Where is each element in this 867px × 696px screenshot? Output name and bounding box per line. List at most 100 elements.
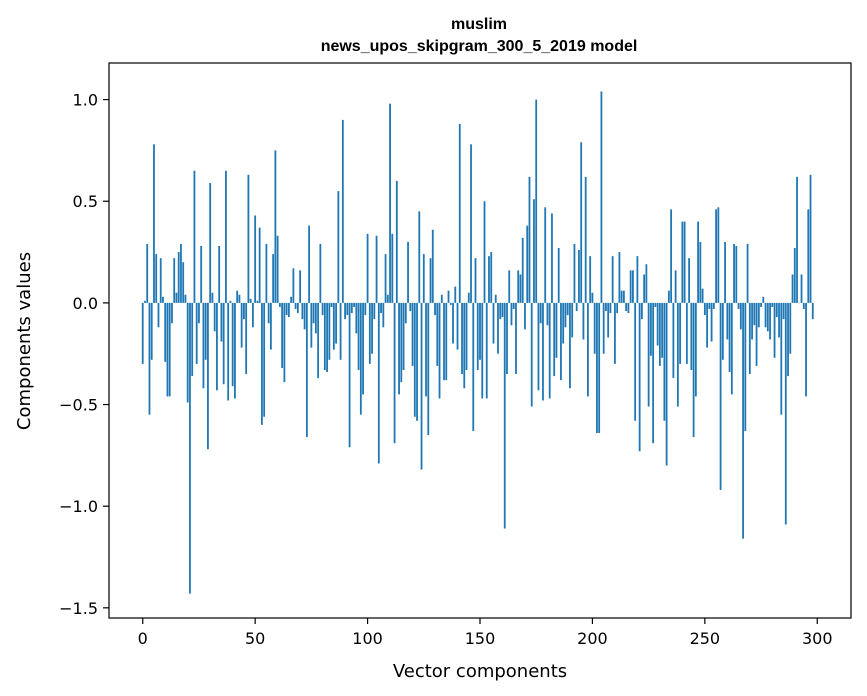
bar [811,302,814,320]
bar [168,302,171,397]
bar [746,243,749,303]
bar [384,254,387,303]
bar [555,302,558,358]
plot-frame [108,62,852,619]
bar [375,235,378,303]
bar [222,302,225,385]
bar [609,302,612,314]
bar [339,302,342,360]
bar [546,302,549,326]
bar [733,243,735,303]
bar [231,302,234,387]
bar [227,302,230,401]
bar [175,292,178,303]
bar [218,245,221,303]
bar [330,302,333,307]
bar [263,302,266,417]
bar [584,176,587,303]
bar [571,302,574,338]
bar [193,170,196,303]
bar [524,302,526,330]
bar [350,302,353,314]
bar [440,294,443,303]
bar [766,302,769,332]
bar [141,302,144,364]
bar [627,302,630,314]
bar [254,215,257,303]
bar [472,302,475,431]
bar [267,302,270,324]
bar [692,302,695,438]
bar [780,302,783,415]
bar [663,302,666,421]
bar [618,252,621,303]
y-tick-label: 0.0 [73,294,98,313]
bar [357,302,360,370]
bar [665,302,668,466]
y-axis-ticks: −1.5 −1.0 −0.5 0.0 0.5 1.0 [59,91,109,618]
x-axis-label: Vector components [393,661,567,682]
bar [784,302,787,525]
bar [454,286,457,303]
bar [458,123,461,303]
bar [562,302,565,344]
bar [445,302,448,381]
bar [539,302,542,324]
bar [760,302,762,307]
bar [735,245,738,303]
bar [548,302,551,399]
bar [755,302,758,366]
bar [319,243,322,303]
bar [589,256,592,303]
bar [153,144,155,303]
bar [184,294,187,303]
bar [395,180,398,303]
bar [802,302,805,309]
bar [332,302,335,350]
bar [344,302,346,320]
bar [688,258,691,303]
bar [431,229,434,303]
bar [638,302,641,452]
bar [787,302,789,377]
bar [643,274,646,303]
bar [575,302,578,312]
bar [436,302,439,366]
bar [377,302,380,464]
bar [697,221,699,303]
bar [335,302,337,344]
bar [661,302,664,358]
bar [182,262,185,303]
bar [449,302,452,305]
bar [710,302,713,342]
x-tick-label: 200 [577,629,608,648]
bar [211,292,214,303]
bar [155,254,158,303]
bar [805,302,807,397]
bar [456,302,459,350]
bar [712,302,715,309]
bar [667,290,670,303]
bar [195,302,198,364]
bar [413,302,416,417]
bar [744,302,747,431]
bar [623,290,625,303]
bar [551,213,553,303]
bar [557,248,560,303]
bar [326,302,328,373]
bar [607,302,610,338]
bar [283,302,286,383]
bar [508,270,511,303]
bar [629,270,632,303]
bar [265,243,268,303]
bar [229,300,232,303]
bar [461,302,463,375]
bar [416,302,418,421]
bar [362,302,364,395]
bar [202,302,205,389]
x-tick-label: 0 [138,629,148,648]
bar [703,302,706,316]
bar [321,302,324,316]
